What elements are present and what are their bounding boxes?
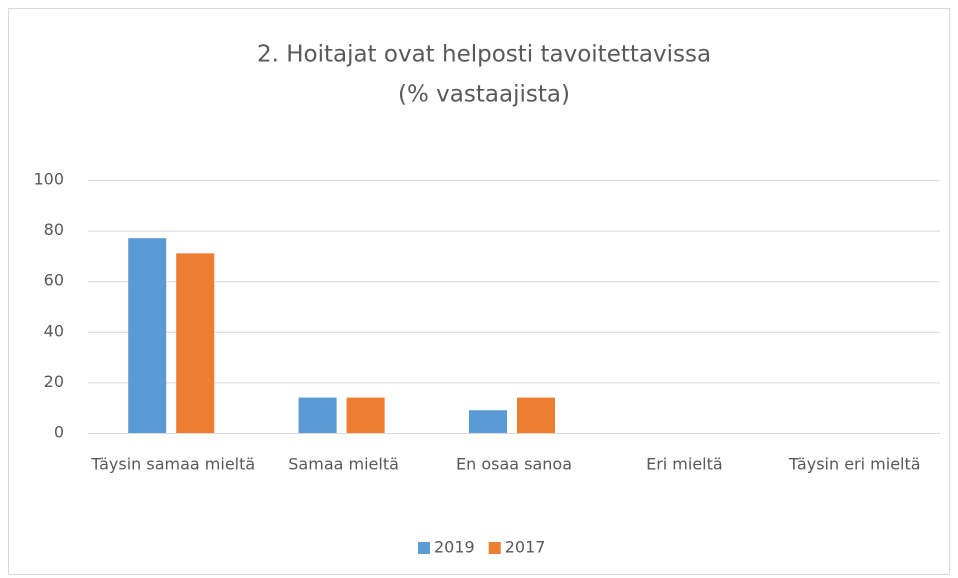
legend-swatch [418,542,430,554]
x-tick-label: Täysin eri mieltä [788,455,921,474]
y-tick-label: 100 [33,170,64,189]
chart-title: (% vastaajista) [398,82,570,108]
bar [346,397,385,433]
bar [176,253,215,433]
legend-label: 2019 [434,538,475,557]
y-tick-label: 20 [44,372,64,391]
legend-swatch [488,542,501,554]
y-tick-label: 0 [54,423,64,442]
bar [469,410,507,433]
bar [128,238,167,433]
x-tick-label: En osaa sanoa [456,455,572,474]
y-tick-label: 40 [44,321,64,340]
y-tick-label: 80 [44,220,64,239]
x-tick-label: Eri mieltä [646,455,723,474]
bar [517,397,555,433]
y-tick-label: 60 [44,271,64,290]
x-tick-label: Täysin samaa mieltä [90,455,255,474]
chart-title: 2. Hoitajat ovat helposti tavoitettaviss… [257,42,711,68]
x-tick-label: Samaa mieltä [288,455,399,474]
bar [298,397,337,433]
legend-label: 2017 [505,538,546,557]
